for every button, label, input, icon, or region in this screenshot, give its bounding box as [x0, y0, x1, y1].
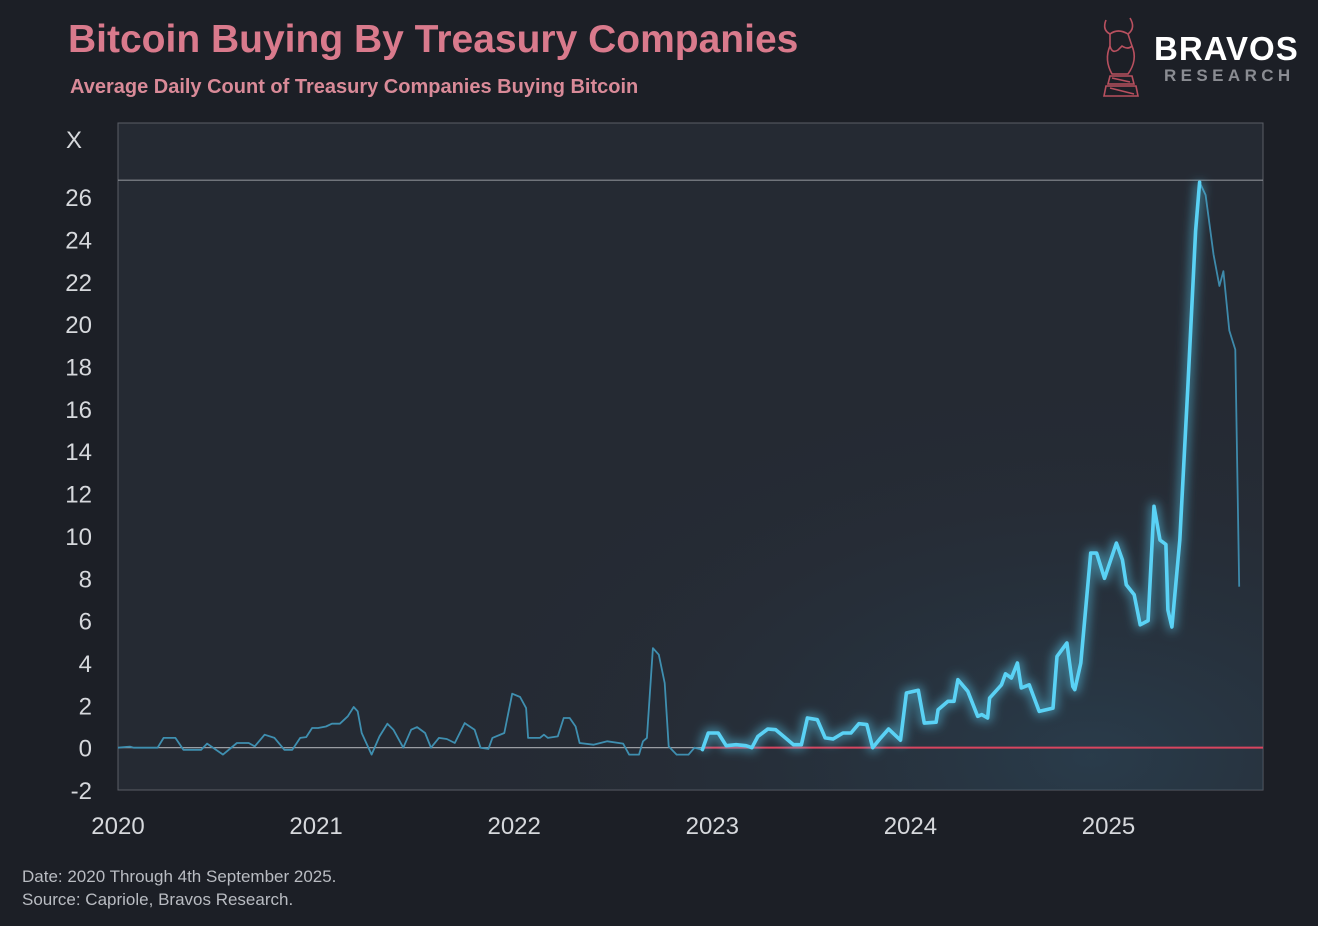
y-tick-label: 4 [79, 651, 92, 678]
x-tick-label: 2021 [289, 813, 342, 840]
x-tick-label: 2020 [91, 813, 144, 840]
y-tick-label: 26 [65, 185, 92, 212]
x-tick-label: 2023 [686, 813, 739, 840]
series-line-late [1198, 181, 1241, 587]
series-line-highlight [700, 180, 1202, 752]
y-tick-label: 8 [79, 566, 92, 593]
y-tick-label: 14 [65, 439, 92, 466]
plot-glow [118, 123, 1263, 790]
y-tick-label: 24 [65, 227, 92, 254]
y-tick-label: 18 [65, 355, 92, 382]
chart-title: Bitcoin Buying By Treasury Companies [68, 18, 799, 61]
y-tick-label: 12 [65, 482, 92, 509]
x-tick-label: 2025 [1082, 813, 1135, 840]
y-tick-label: 16 [65, 397, 92, 424]
series-line-early [118, 647, 703, 756]
bull-knight-chess-icon [1103, 17, 1139, 97]
y-tick-label: 6 [79, 609, 92, 636]
y-tick-label: 2 [79, 693, 92, 720]
bravos-logo: BRAVOS RESEARCH [1098, 16, 1308, 104]
x-tick-label: 2024 [884, 813, 937, 840]
y-axis-label: X [66, 127, 82, 154]
date-note: Date: 2020 Through 4th September 2025. [22, 867, 337, 886]
logo-brand: BRAVOS [1154, 30, 1299, 67]
logo-tagline: RESEARCH [1164, 66, 1295, 85]
source-note: Source: Capriole, Bravos Research. [22, 890, 294, 909]
x-tick-label: 2022 [487, 813, 540, 840]
y-tick-label: 22 [65, 270, 92, 297]
y-tick-label: 10 [65, 524, 92, 551]
y-tick-label: 0 [79, 736, 92, 763]
y-tick-label: -2 [71, 778, 92, 805]
y-tick-label: 20 [65, 312, 92, 339]
chart-subtitle: Average Daily Count of Treasury Companie… [70, 76, 639, 98]
